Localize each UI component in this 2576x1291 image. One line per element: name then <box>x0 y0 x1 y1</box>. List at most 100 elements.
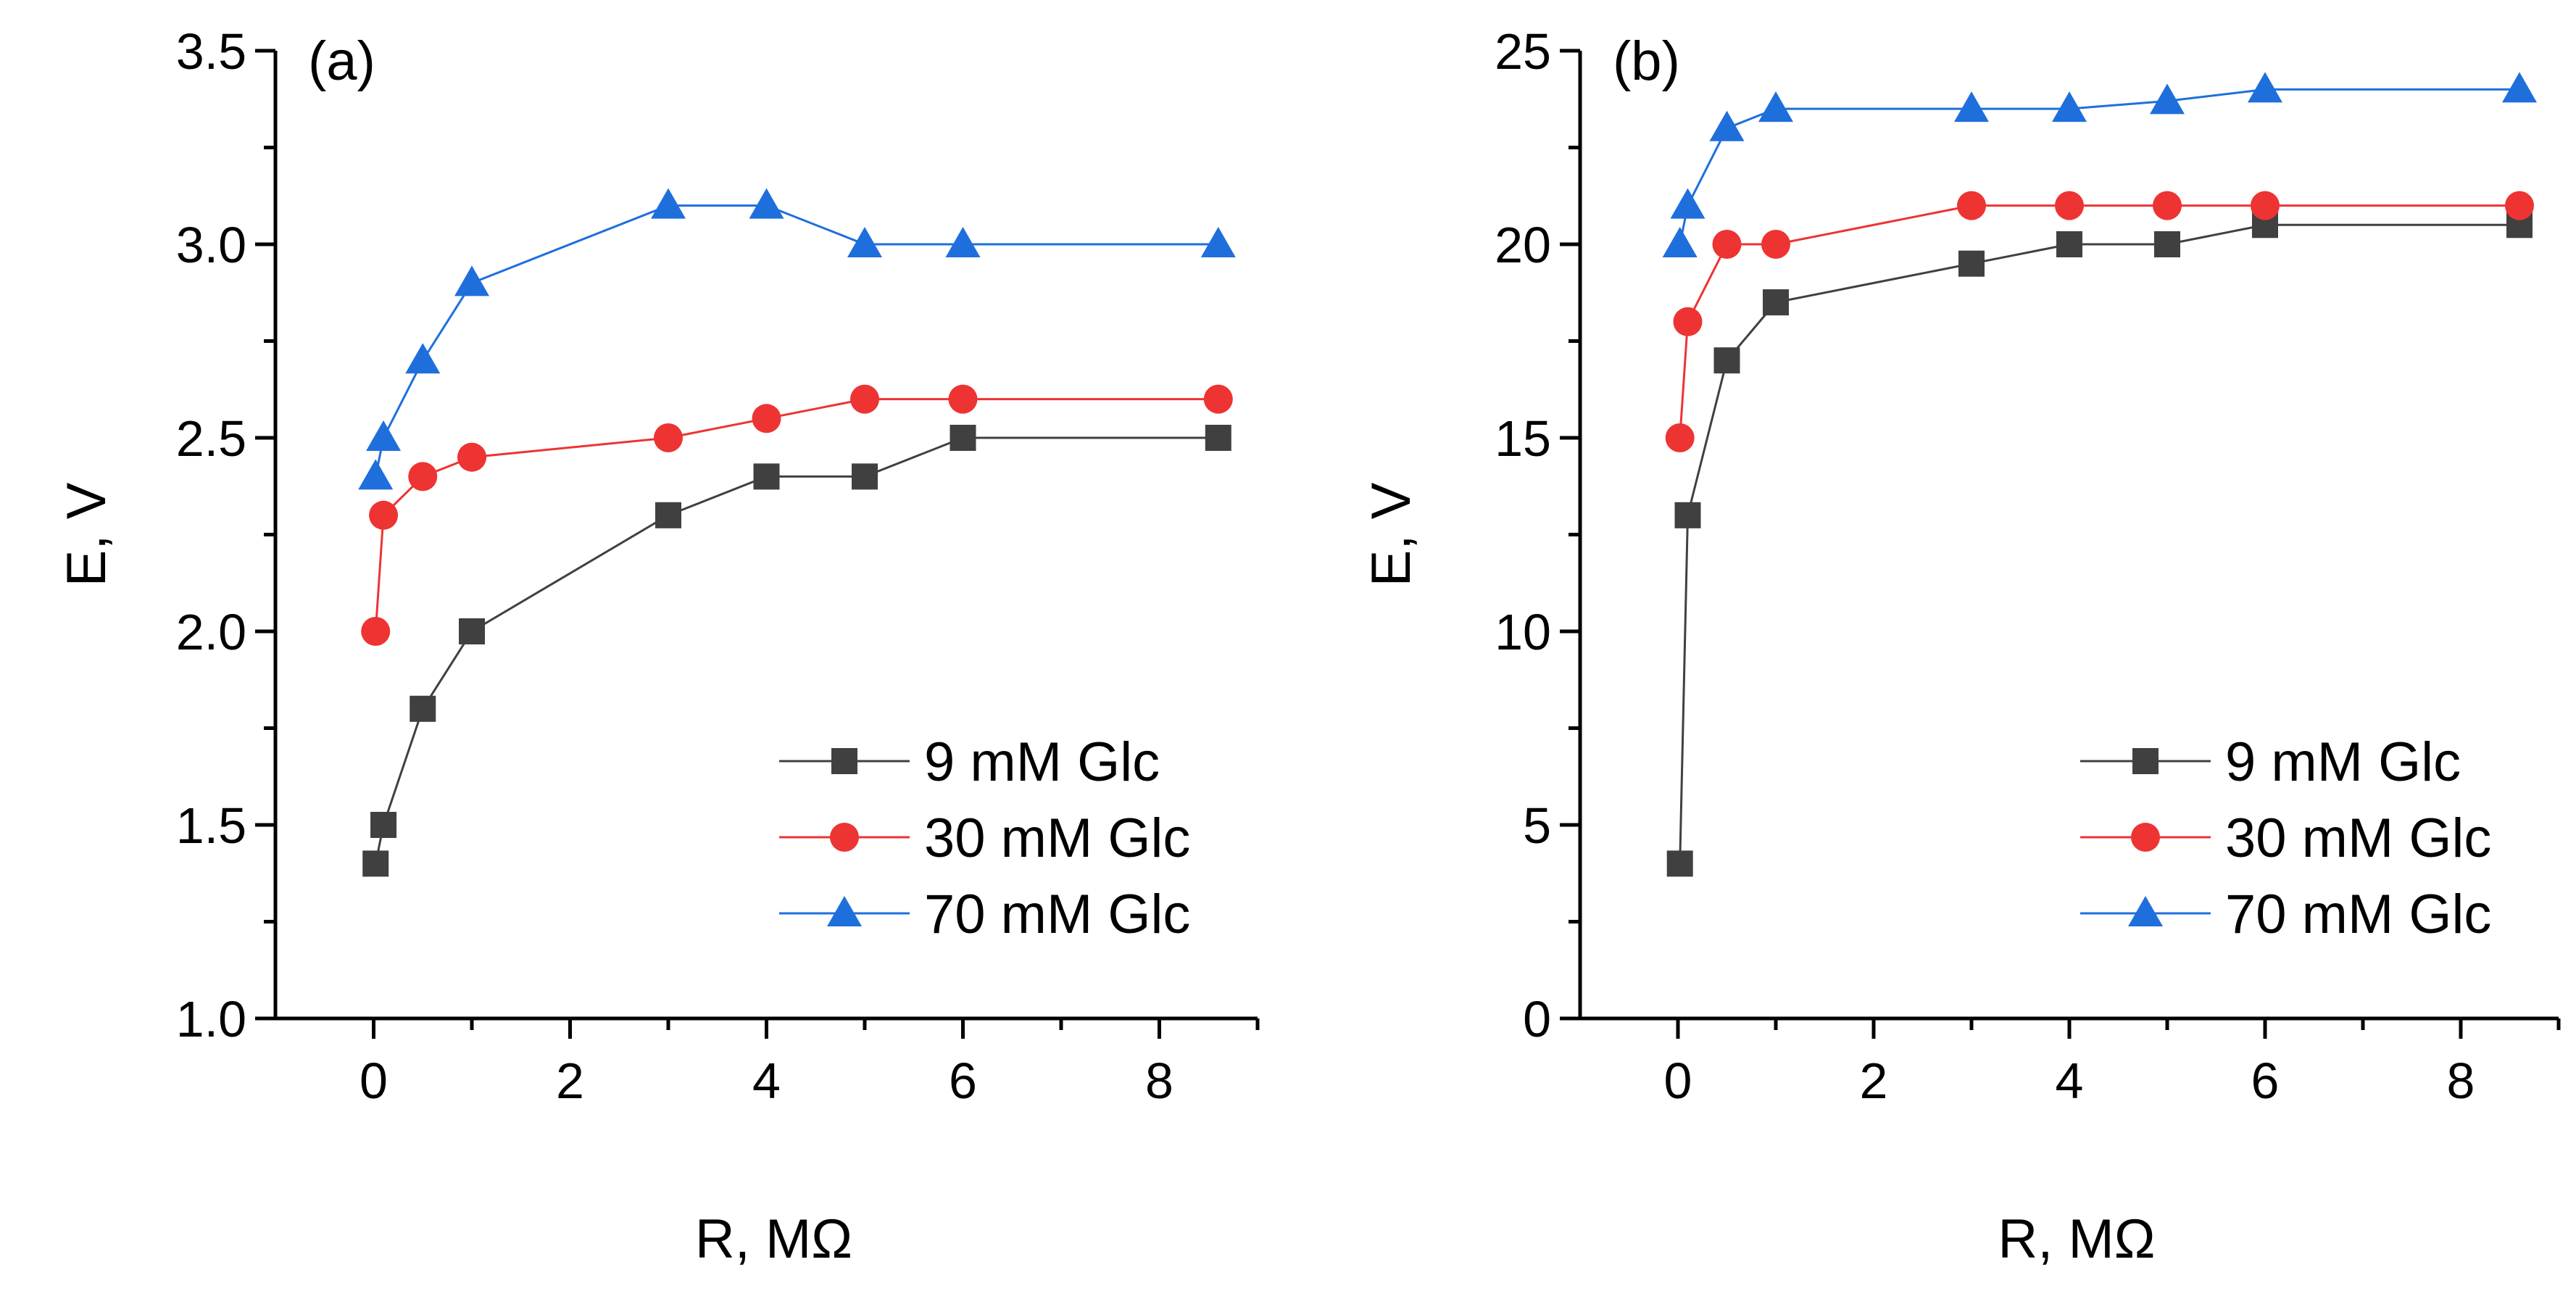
data-point-square <box>370 812 397 838</box>
data-point-circle <box>1957 191 1986 220</box>
data-point-circle <box>2251 191 2280 220</box>
data-point-triangle <box>366 420 402 451</box>
y-tick-label: 2.5 <box>176 410 246 467</box>
y-tick-label: 0 <box>1523 991 1551 1047</box>
x-tick-label: 0 <box>360 1053 388 1109</box>
x-tick-label: 0 <box>1664 1053 1692 1109</box>
data-point-square <box>1666 850 1693 877</box>
x-axis-label: R, MΩ <box>695 1208 852 1270</box>
x-tick-label: 4 <box>2056 1053 2084 1109</box>
legend-label: 9 mM Glc <box>924 731 1160 793</box>
data-point-square <box>362 850 389 877</box>
data-point-triangle <box>1662 227 1698 257</box>
legend-marker-square <box>831 748 857 774</box>
data-point-circle <box>948 384 978 414</box>
x-axis-label: R, MΩ <box>1998 1208 2155 1270</box>
x-tick-label: 6 <box>949 1053 977 1109</box>
chart-panel-b: 0 2 4 6 8 0 5 10 15 20 25 R, MΩ E, V (b) 9 mM Glc 30 mM… <box>1360 23 2561 1270</box>
data-point-circle <box>1665 423 1695 452</box>
legend: 9 mM Glc 30 mM Glc 70 mM Glc <box>779 731 1190 945</box>
series-line-circle <box>1679 204 2519 439</box>
y-tick-label: 3.0 <box>176 217 246 273</box>
data-point-circle <box>752 404 781 433</box>
data-point-triangle <box>2150 83 2185 115</box>
data-point-circle <box>369 500 399 530</box>
legend-label: 70 mM Glc <box>2225 884 2491 945</box>
data-point-square <box>1958 250 1985 277</box>
legend-label: 30 mM Glc <box>2225 808 2491 869</box>
y-tick-label: 1.5 <box>176 797 246 854</box>
x-tick-label: 4 <box>752 1053 781 1109</box>
data-point-triangle <box>1200 227 1236 257</box>
y-tick-label: 5 <box>1523 797 1551 854</box>
data-point-triangle <box>1758 91 1793 123</box>
data-point-square <box>410 695 436 722</box>
x-tick-label: 6 <box>2251 1053 2280 1109</box>
legend-marker-circle <box>830 823 859 852</box>
x-tick-label: 2 <box>556 1053 584 1109</box>
data-point-square <box>459 618 485 644</box>
data-point-square <box>2154 231 2180 257</box>
data-point-circle <box>408 462 438 491</box>
y-tick-label: 3.5 <box>176 23 246 80</box>
data-point-square <box>852 463 878 490</box>
data-point-triangle <box>1954 91 1989 123</box>
data-point-circle <box>1712 230 1742 259</box>
data-point-triangle <box>454 265 489 296</box>
data-point-triangle <box>651 188 686 219</box>
y-tick-label: 2.0 <box>176 604 246 660</box>
data-point-square <box>950 425 976 451</box>
data-point-triangle <box>358 459 394 490</box>
data-point-triangle <box>2248 72 2282 103</box>
legend-marker-square <box>2132 748 2159 774</box>
data-point-circle <box>1673 307 1703 336</box>
y-tick-label: 20 <box>1495 217 1551 273</box>
data-point-circle <box>1761 230 1790 259</box>
x-tick-label: 2 <box>1860 1053 1888 1109</box>
data-point-square <box>2056 231 2082 257</box>
data-point-circle <box>2055 191 2084 220</box>
x-tick-label: 8 <box>2447 1053 2475 1109</box>
data-point-circle <box>2505 191 2534 220</box>
data-point-square <box>1205 425 1231 451</box>
data-point-circle <box>850 384 879 414</box>
legend-label: 30 mM Glc <box>924 808 1190 869</box>
x-tick-label: 8 <box>1145 1053 1173 1109</box>
data-point-circle <box>654 423 683 452</box>
data-point-square <box>1713 347 1740 374</box>
data-point-triangle <box>945 227 981 257</box>
data-point-square <box>753 463 780 490</box>
data-point-triangle <box>2052 91 2087 123</box>
data-point-triangle <box>847 227 882 257</box>
data-point-circle <box>457 442 486 472</box>
panel-label: (a) <box>308 30 375 92</box>
y-axis-label: E, V <box>1360 482 1422 586</box>
data-point-triangle <box>749 188 784 219</box>
series-line-triangle <box>1679 88 2519 245</box>
data-point-triangle <box>405 343 441 374</box>
data-point-square <box>655 502 681 528</box>
data-point-triangle <box>1709 110 1745 141</box>
data-point-square <box>1674 502 1701 528</box>
legend: 9 mM Glc 30 mM Glc 70 mM Glc <box>2080 731 2491 945</box>
legend-label: 70 mM Glc <box>924 884 1190 945</box>
legend-label: 9 mM Glc <box>2225 731 2461 793</box>
series-line-triangle <box>374 204 1218 477</box>
data-point-circle <box>2153 191 2182 220</box>
y-tick-label: 15 <box>1495 410 1551 467</box>
series-line-circle <box>374 398 1218 632</box>
data-point-triangle <box>2502 72 2537 103</box>
series-line-square <box>374 436 1218 864</box>
y-tick-label: 1.0 <box>176 991 246 1047</box>
data-point-triangle <box>1670 188 1705 219</box>
legend-marker-circle <box>2131 823 2160 852</box>
data-point-square <box>1763 289 1789 316</box>
panel-label: (b) <box>1613 30 1680 92</box>
y-tick-label: 10 <box>1495 604 1551 660</box>
y-axis-label: E, V <box>56 482 117 586</box>
legend-marker-triangle <box>827 896 862 926</box>
data-point-circle <box>1203 384 1233 414</box>
legend-marker-triangle <box>2128 896 2163 926</box>
data-point-circle <box>361 617 391 646</box>
